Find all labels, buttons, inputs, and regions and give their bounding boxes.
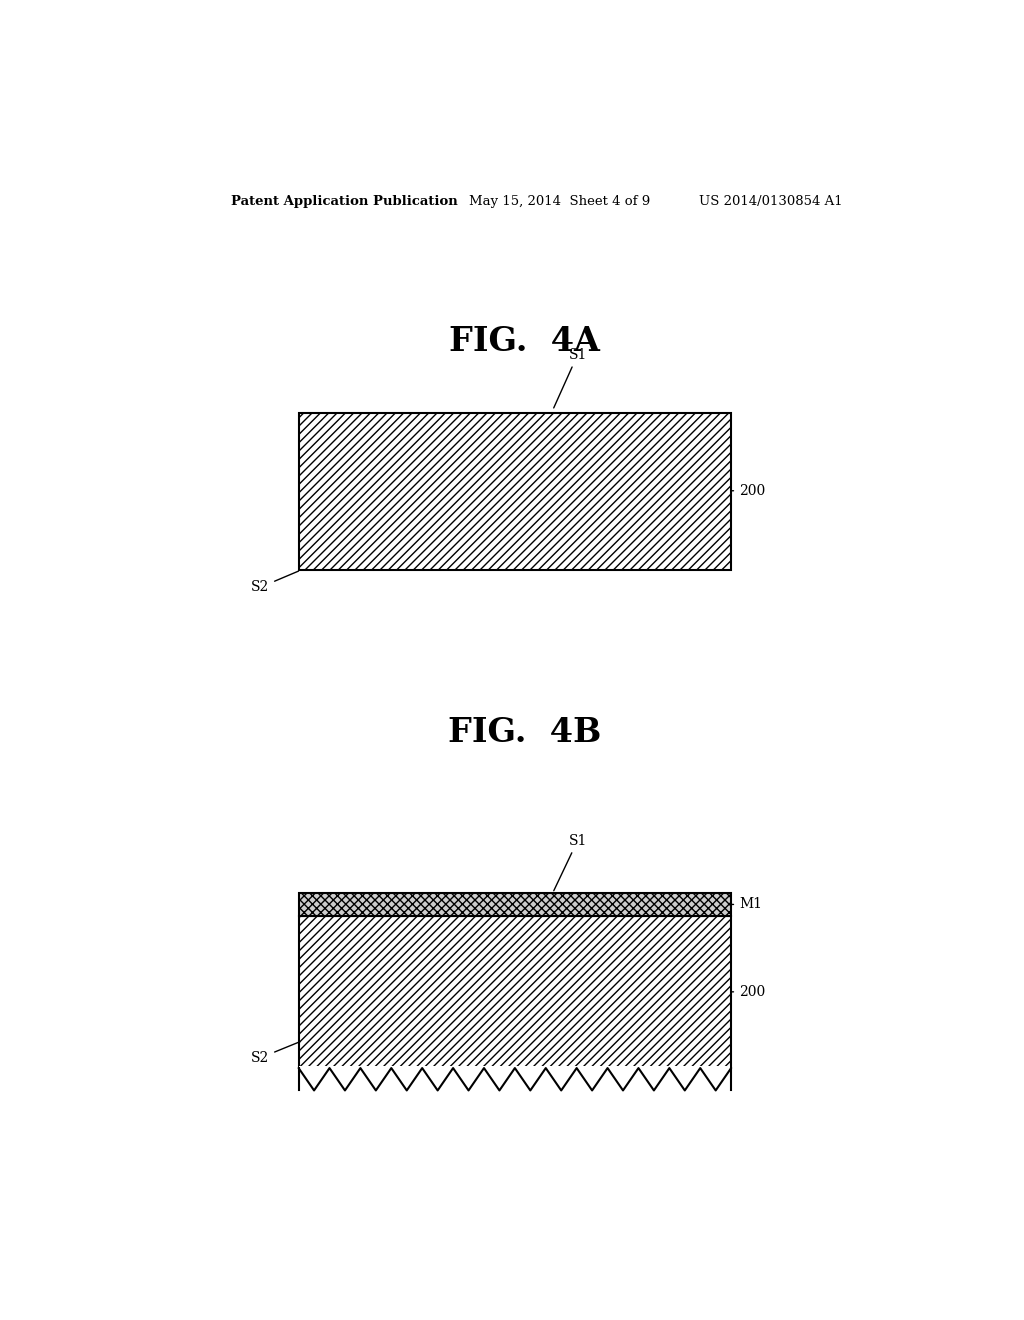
Text: S1: S1 [554,833,587,891]
Text: Patent Application Publication: Patent Application Publication [231,194,458,207]
Bar [299,1067,730,1071]
Text: 200: 200 [731,985,765,999]
Text: M1: M1 [731,898,762,911]
Text: S2: S2 [251,1041,300,1065]
Bar [299,916,731,1068]
Text: FIG.  4A: FIG. 4A [450,325,600,358]
Bar [299,894,731,916]
Text: S2: S2 [251,572,298,594]
Text: 200: 200 [731,483,765,498]
Text: S1: S1 [554,347,587,408]
Text: FIG.  4B: FIG. 4B [449,717,601,750]
Bar [299,413,731,570]
Text: May 15, 2014  Sheet 4 of 9: May 15, 2014 Sheet 4 of 9 [469,194,650,207]
Text: US 2014/0130854 A1: US 2014/0130854 A1 [699,194,843,207]
